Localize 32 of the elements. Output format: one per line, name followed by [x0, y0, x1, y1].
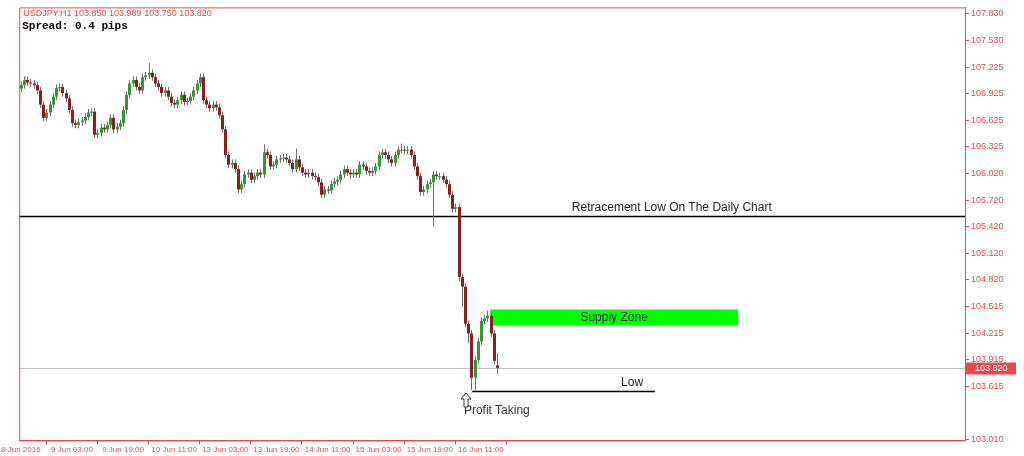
x-tick-label: 8 Jun 2016 — [1, 445, 42, 455]
x-tick-label: 9 Jun 03:00 — [51, 445, 94, 455]
ref-line-label: 103.820 — [975, 362, 1008, 373]
y-tick-label: 106.625 — [971, 114, 1004, 125]
x-tick-label: 15 Jun 19:00 — [406, 445, 454, 455]
y-tick-label: 105.120 — [971, 247, 1004, 258]
x-tick-label: 15 Jun 03:00 — [355, 445, 403, 455]
x-tick-label: 13 Jun 03:00 — [202, 445, 249, 455]
y-tick-label: 105.720 — [971, 194, 1004, 205]
chart-title: USDJPY.H1 103.850 103.989 103.750 103.820 — [23, 8, 212, 19]
x-tick-label: 10 Jun 11:00 — [151, 445, 198, 455]
y-tick-label: 103.915 — [971, 354, 1004, 365]
x-tick-label: 9 Jun 19:00 — [102, 445, 145, 455]
y-tick-label: 106.325 — [971, 141, 1004, 152]
x-tick-label: 13 Jun 19:00 — [253, 445, 301, 455]
ref-line-label: Low — [621, 374, 644, 389]
text: Spread: 0.4 pips — [22, 19, 128, 32]
ref-line-label: Retracement Low On The Daily Chart — [571, 199, 773, 214]
y-tick-label: 103.010 — [971, 434, 1004, 444]
band-label: Supply Zone — [580, 309, 649, 324]
y-tick-label: 107.225 — [971, 61, 1004, 72]
y-tick-label: 105.420 — [971, 221, 1004, 232]
y-tick-label: 106.925 — [971, 88, 1004, 99]
y-tick-label: 103.615 — [971, 380, 1004, 391]
x-tick-label: 14 Jun 11:00 — [304, 445, 351, 455]
y-tick-label: 106.020 — [971, 168, 1004, 179]
y-tick-label: 107.530 — [971, 34, 1004, 45]
y-tick-label: 104.515 — [971, 301, 1004, 312]
y-tick-label: 104.215 — [971, 327, 1004, 338]
x-tick-label: 16 Jun 11:00 — [458, 445, 505, 455]
y-tick-label: 107.830 — [971, 8, 1004, 19]
y-tick-label: 104.820 — [971, 274, 1004, 285]
